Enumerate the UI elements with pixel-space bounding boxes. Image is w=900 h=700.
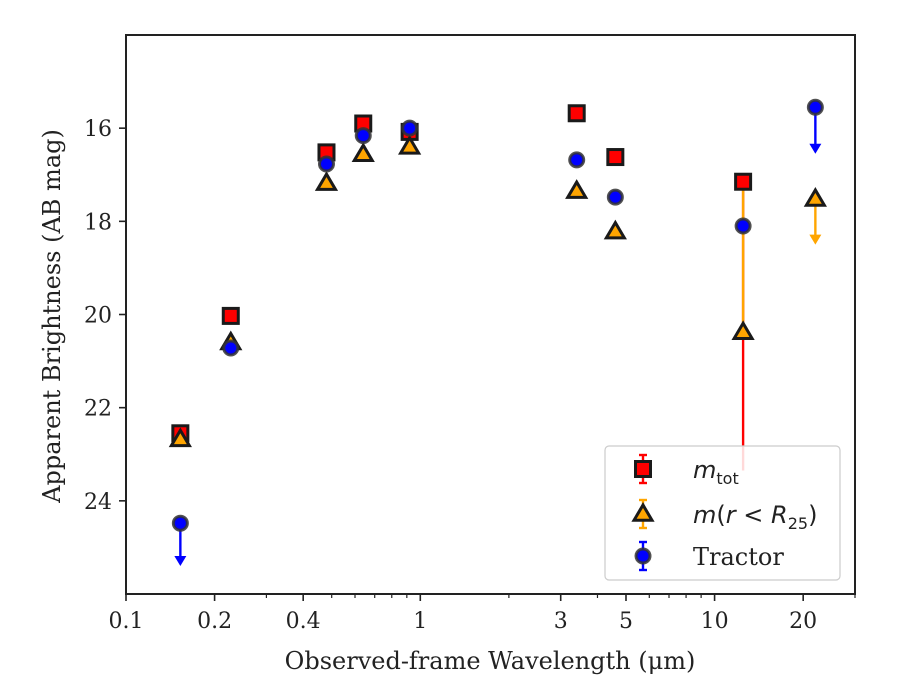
y-tick-label: 16 [84, 117, 112, 142]
data-point-circle [806, 98, 824, 116]
data-point-triangle [398, 134, 422, 155]
legend-marker-square [634, 460, 652, 478]
y-tick-label: 24 [84, 490, 112, 515]
data-point-triangle [603, 219, 627, 240]
data-point-triangle [803, 187, 827, 207]
legend-label-mtot: mtot [693, 456, 739, 488]
data-point-square [606, 148, 625, 167]
data-point-circle [568, 151, 586, 169]
x-tick-label: 20 [789, 609, 817, 634]
legend-marker-circle [634, 547, 652, 565]
x-tick-label: 10 [701, 609, 729, 634]
x-tick-label: 0.4 [286, 609, 321, 634]
legend-box [604, 445, 841, 581]
data-point-triangle [351, 142, 375, 163]
x-tick-label: 1 [413, 609, 427, 634]
upper-limit-arrow-head [174, 556, 187, 567]
data-point-circle [222, 339, 240, 357]
upper-limit-arrow-head [809, 234, 822, 245]
x-tick-label: 0.2 [197, 609, 232, 634]
y-tick-label: 22 [84, 397, 112, 422]
data-point-circle [401, 119, 419, 137]
data-point-triangle [314, 171, 339, 191]
data-point-circle [734, 217, 752, 235]
data-point-triangle [731, 320, 755, 341]
legend-marker-triangle [631, 502, 655, 522]
data-point-triangle [168, 427, 192, 448]
data-point-circle [354, 127, 372, 145]
data-point-circle [171, 514, 189, 532]
data-point-triangle [565, 179, 589, 199]
x-tick-label: 0.1 [109, 609, 144, 634]
data-point-circle [606, 188, 624, 206]
data-point-square [567, 104, 586, 123]
upper-limit-arrow-head [809, 143, 822, 154]
x-tick-label: 3 [554, 609, 568, 634]
legend-label-tractor: Tractor [693, 543, 784, 571]
data-point-circle [317, 155, 335, 173]
y-tick-label: 18 [84, 210, 112, 235]
x-axis-title: Observed-frame Wavelength (μm) [285, 647, 696, 675]
y-tick-label: 20 [84, 304, 112, 329]
x-tick-label: 5 [619, 609, 633, 634]
y-axis-title: Apparent Brightness (AB mag) [38, 129, 66, 504]
data-point-square [734, 172, 753, 191]
data-point-square [221, 306, 240, 325]
